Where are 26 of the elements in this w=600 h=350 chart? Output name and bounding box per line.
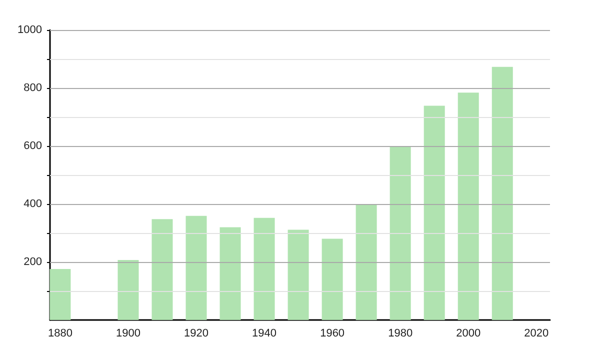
- bar: [390, 146, 411, 320]
- x-tick-label: 1900: [116, 328, 140, 340]
- x-tick-label: 1940: [252, 328, 277, 340]
- x-tick-label: 1920: [184, 328, 208, 340]
- bar: [424, 106, 445, 320]
- y-tick-label: 200: [24, 256, 42, 268]
- x-tick-label: 1880: [48, 328, 72, 340]
- x-tick-label: 1960: [320, 328, 345, 340]
- bar: [254, 218, 275, 320]
- bar: [152, 219, 173, 320]
- bar: [322, 238, 343, 320]
- bar: [118, 260, 139, 320]
- bar: [356, 204, 377, 320]
- bar: [50, 268, 71, 320]
- x-tick-label: 2000: [456, 328, 481, 340]
- bar: [288, 230, 309, 320]
- bar: [220, 227, 241, 320]
- x-tick-label: 1980: [388, 328, 413, 340]
- y-tick-label: 400: [24, 198, 42, 210]
- bar: [492, 66, 513, 320]
- y-tick-label: 600: [24, 140, 42, 152]
- bar: [186, 216, 207, 320]
- x-tick-label: 2020: [524, 328, 549, 340]
- y-tick-label: 800: [24, 82, 42, 94]
- y-tick-label: 1000: [18, 24, 42, 36]
- bar: [458, 92, 479, 320]
